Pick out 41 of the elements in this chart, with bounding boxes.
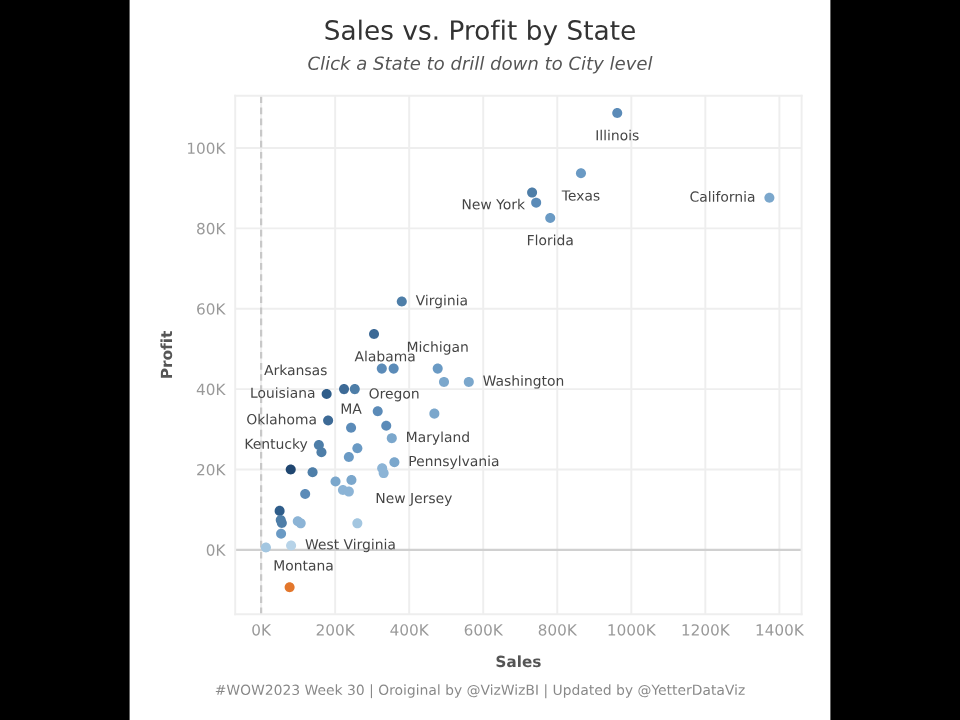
point (376, 363, 387, 374)
chart-subtitle: Click a State to drill down to City level (308, 56, 653, 74)
point (276, 528, 287, 539)
point (764, 192, 775, 203)
point (349, 384, 360, 395)
point (612, 108, 623, 119)
point (286, 540, 297, 551)
point (389, 457, 400, 468)
point (346, 474, 357, 485)
point (300, 489, 311, 500)
point (330, 476, 341, 487)
point (527, 187, 538, 198)
point (378, 468, 389, 479)
point (343, 486, 354, 497)
point (575, 168, 586, 179)
point (339, 384, 350, 395)
point (352, 443, 363, 454)
point (343, 452, 354, 463)
point (274, 505, 285, 516)
point (369, 329, 380, 340)
point (346, 422, 357, 433)
point (545, 212, 556, 223)
point (531, 197, 542, 208)
point (352, 518, 363, 529)
point (388, 363, 399, 374)
point (321, 388, 332, 399)
point (316, 447, 327, 458)
point (438, 376, 449, 387)
point (381, 420, 392, 431)
point (284, 582, 295, 593)
point (260, 542, 271, 553)
point (386, 433, 397, 444)
chart-title: Sales vs. Profit by State (325, 19, 635, 46)
point (463, 376, 474, 387)
point (396, 296, 407, 307)
point (285, 464, 296, 475)
point (432, 363, 443, 374)
point (307, 467, 318, 478)
point (429, 408, 440, 419)
point (323, 415, 334, 426)
point (372, 406, 383, 417)
